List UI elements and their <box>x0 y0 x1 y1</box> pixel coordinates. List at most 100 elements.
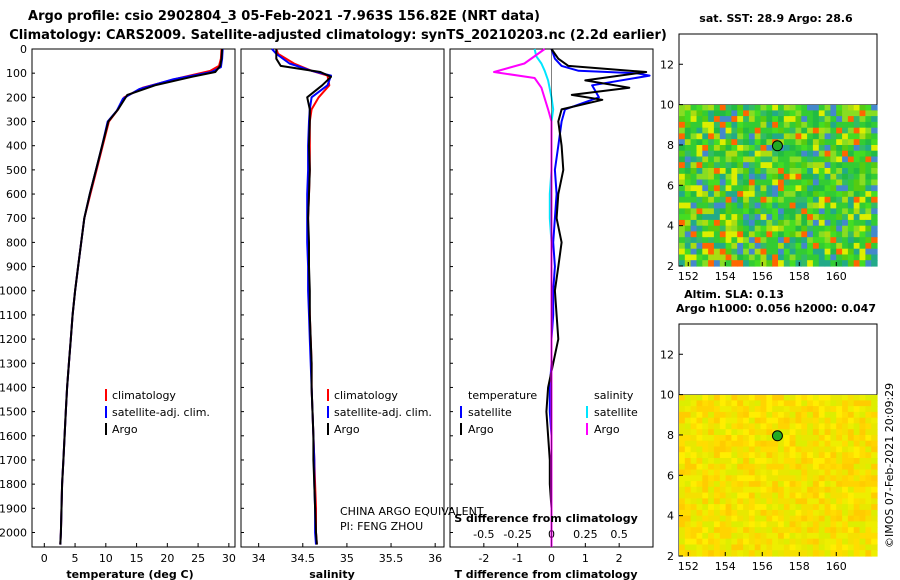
map-cell <box>772 475 779 482</box>
map-cell <box>824 260 831 267</box>
map-cell <box>847 550 855 557</box>
map-cell <box>818 139 826 146</box>
map-cell <box>807 406 814 413</box>
map-cell <box>871 231 878 238</box>
map-cell <box>795 394 802 401</box>
map-cell <box>719 521 727 528</box>
map-cell <box>778 133 785 140</box>
map-cell <box>847 150 855 158</box>
map-cell <box>818 121 826 129</box>
map-cell <box>737 394 744 401</box>
map-cell <box>801 104 808 111</box>
map-cell <box>690 168 697 175</box>
map-cell <box>760 458 767 465</box>
map-cell <box>783 179 791 186</box>
map-cell <box>743 150 750 158</box>
map-cell <box>853 242 861 250</box>
map-cell <box>795 127 802 135</box>
map-cell <box>801 260 808 267</box>
map-cell <box>690 498 697 505</box>
map-cell <box>853 208 861 215</box>
map-cell <box>760 162 767 169</box>
map-cell <box>865 532 872 540</box>
map-cell <box>679 550 686 557</box>
map-cell <box>737 463 744 471</box>
map-cell <box>696 254 703 261</box>
map-cell <box>754 429 762 436</box>
map-cell <box>772 219 779 227</box>
map-cell <box>871 173 878 181</box>
map-cell <box>818 219 826 227</box>
map-cell <box>708 242 715 250</box>
map-cell <box>760 544 767 551</box>
map-cell <box>853 156 861 163</box>
map-cell <box>748 179 756 186</box>
map-cell <box>743 515 750 523</box>
map-cell <box>853 121 861 129</box>
map-cell <box>783 214 791 221</box>
map-cell <box>748 173 756 181</box>
map-cell <box>743 452 750 459</box>
map-cell <box>684 191 692 198</box>
map-x-tick-label: 158 <box>789 560 810 573</box>
map-cell <box>719 202 727 209</box>
map-cell <box>725 139 732 146</box>
map-cell <box>690 248 697 256</box>
map-cell <box>818 538 826 546</box>
map-cell <box>690 145 697 152</box>
x-tick-label: 0 <box>548 552 555 565</box>
map-cell <box>812 532 820 540</box>
map-y-tick-label: 6 <box>667 469 674 482</box>
map-cell <box>865 463 872 471</box>
map-cell <box>696 521 703 528</box>
map-cell <box>847 440 855 448</box>
x-tick-label: -2 <box>478 552 489 565</box>
map-cell <box>778 515 785 523</box>
map-cell <box>830 173 837 181</box>
map-cell <box>684 139 692 146</box>
map-cell <box>708 254 715 261</box>
map-cell <box>859 486 866 494</box>
series-line-argo <box>275 49 332 545</box>
map-cell <box>871 179 878 186</box>
map-cell <box>748 133 756 140</box>
map-y-tick-label: 8 <box>667 139 674 152</box>
map-cell <box>783 550 791 557</box>
map-cell <box>737 429 744 436</box>
map-cell <box>830 104 837 111</box>
map-cell <box>702 509 709 517</box>
map-cell <box>731 509 738 517</box>
map-cell <box>801 521 808 528</box>
map-cell <box>859 162 866 169</box>
map-cell <box>684 521 692 528</box>
map-cell <box>853 185 861 192</box>
map-cell <box>830 127 837 135</box>
map-cell <box>807 446 814 453</box>
map-cell <box>830 509 837 517</box>
annotation-line-1: CHINA ARGO EQUIVALENT <box>340 505 484 518</box>
map-cell <box>719 411 727 419</box>
map-cell <box>737 156 744 163</box>
map-cell <box>795 225 802 233</box>
map-cell <box>760 469 767 476</box>
map-cell <box>696 458 703 465</box>
map-cell <box>795 417 802 425</box>
map-cell <box>679 423 686 430</box>
map-cell <box>760 515 767 523</box>
map-cell <box>696 492 703 499</box>
map-cell <box>696 411 703 419</box>
map-cell <box>713 492 721 499</box>
map-cell <box>684 486 692 494</box>
map-cell <box>748 127 756 135</box>
map-cell <box>748 145 756 152</box>
map-cell <box>725 544 732 551</box>
map-cell <box>836 452 843 459</box>
map-cell <box>748 532 756 540</box>
map-cell <box>836 446 843 453</box>
map-cell <box>859 145 866 152</box>
map-cell <box>731 538 738 546</box>
sla-map-title-1: Altim. SLA: 0.13 <box>684 288 784 301</box>
map-cell <box>690 156 697 163</box>
map-cell <box>789 411 796 419</box>
map-cell <box>690 219 697 227</box>
